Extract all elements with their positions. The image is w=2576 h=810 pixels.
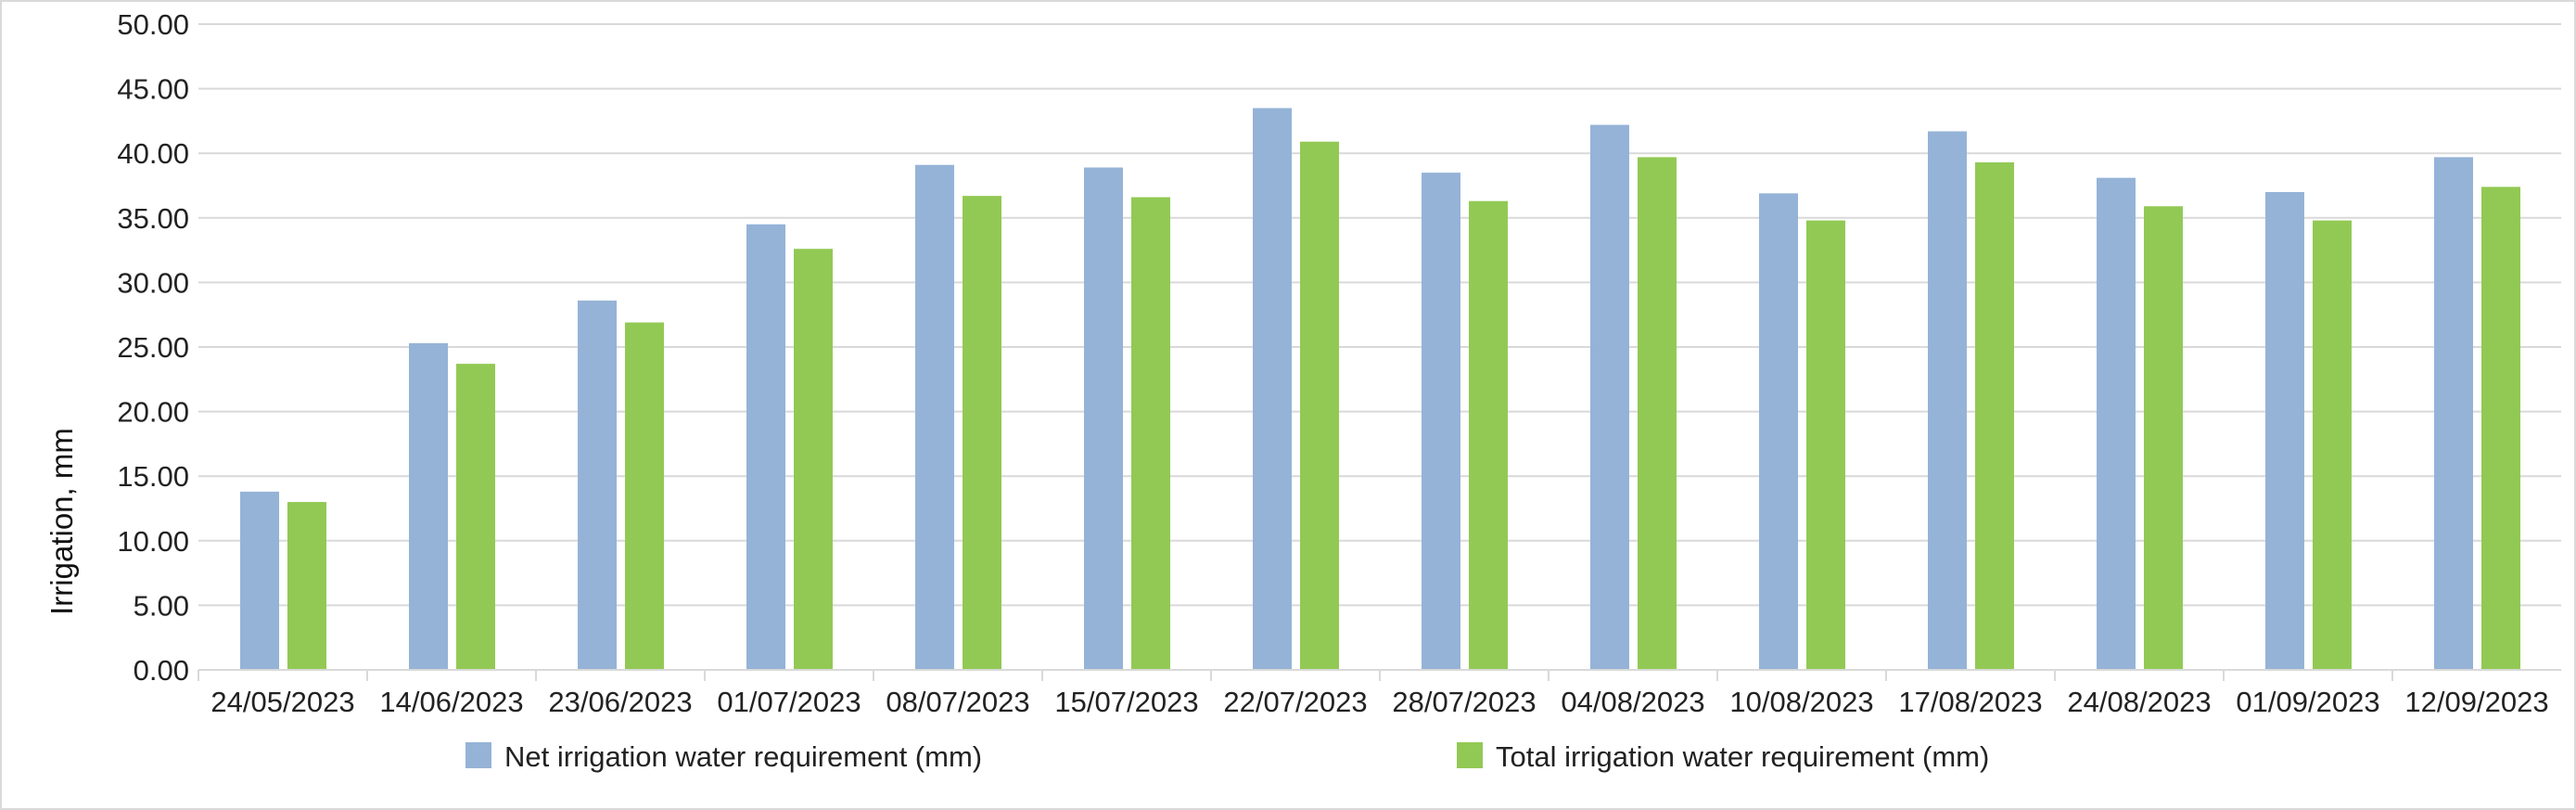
legend-swatch [1457,742,1483,768]
y-tick-label: 15.00 [117,460,189,493]
net-bar [1253,108,1292,671]
net-bar [578,300,617,670]
total-bar [1469,200,1508,671]
y-tick-label: 20.00 [117,396,189,429]
net-bar [1928,131,1967,670]
x-tick-label: 22/07/2023 [1223,686,1367,718]
x-tick-label: 24/08/2023 [2067,686,2211,718]
x-tick-label: 01/09/2023 [2236,686,2379,718]
x-tick-label: 24/05/2023 [210,686,354,718]
total-bar [1300,141,1339,670]
total-bar [1638,157,1677,671]
legend-label: Net irrigation water requirement (mm) [504,740,982,773]
net-bar [2434,157,2473,671]
gridlines [198,23,2561,671]
total-bar [1806,220,1845,671]
x-tick-label: 23/06/2023 [548,686,692,718]
y-tick-label: 5.00 [134,589,189,622]
net-bar [1590,124,1629,671]
y-tick-labels: 0.00 5.00 10.00 15.00 20.00 25.00 30.00 35.00 40… [117,8,189,687]
net-bar [1422,173,1460,670]
y-axis-title: Irrigation, mm [45,428,79,615]
total-bar [2144,206,2183,670]
x-tick-label: 28/07/2023 [1392,686,1536,718]
y-tick-label: 50.00 [117,8,189,41]
net-bar [915,164,954,670]
net-bar [409,342,448,670]
net-bar [2265,191,2304,670]
y-tick-label: 25.00 [117,331,189,364]
total-bar [1131,197,1170,670]
x-tick-label: 14/06/2023 [379,686,523,718]
total-bar [963,196,1001,671]
net-bar [746,224,785,670]
y-tick-label: 45.00 [117,73,189,106]
legend: Net irrigation water requirement (mm) Tot… [465,740,1989,773]
total-bar [2481,186,2520,671]
total-bar [287,502,326,670]
total-bar [625,322,664,670]
total-bar [456,364,495,670]
net-bar [2097,177,2136,670]
y-tick-label: 0.00 [134,654,189,687]
total-bar [2313,220,2352,671]
x-tick-label: 01/07/2023 [717,686,861,718]
y-tick-label: 35.00 [117,202,189,235]
x-tick-label: 15/07/2023 [1054,686,1198,718]
x-tick-label: 04/08/2023 [1561,686,1704,718]
bars [240,108,2520,671]
y-tick-label: 40.00 [117,137,189,170]
x-tick-label: 17/08/2023 [1898,686,2042,718]
x-axis: 24/05/2023 14/06/2023 23/06/2023 01/07/2023… [198,669,2561,718]
total-bar [794,249,833,670]
total-bar [1975,161,2014,671]
net-bar [240,491,279,670]
x-tick-label: 10/08/2023 [1729,686,1873,718]
net-bar [1759,193,1798,671]
legend-swatch [465,742,491,768]
net-bar [1084,167,1123,671]
y-tick-label: 30.00 [117,266,189,299]
legend-label: Total irrigation water requirement (mm) [1496,740,1989,773]
x-tick-label: 12/09/2023 [2404,686,2548,718]
y-tick-label: 10.00 [117,525,189,558]
x-tick-label: 08/07/2023 [886,686,1029,718]
